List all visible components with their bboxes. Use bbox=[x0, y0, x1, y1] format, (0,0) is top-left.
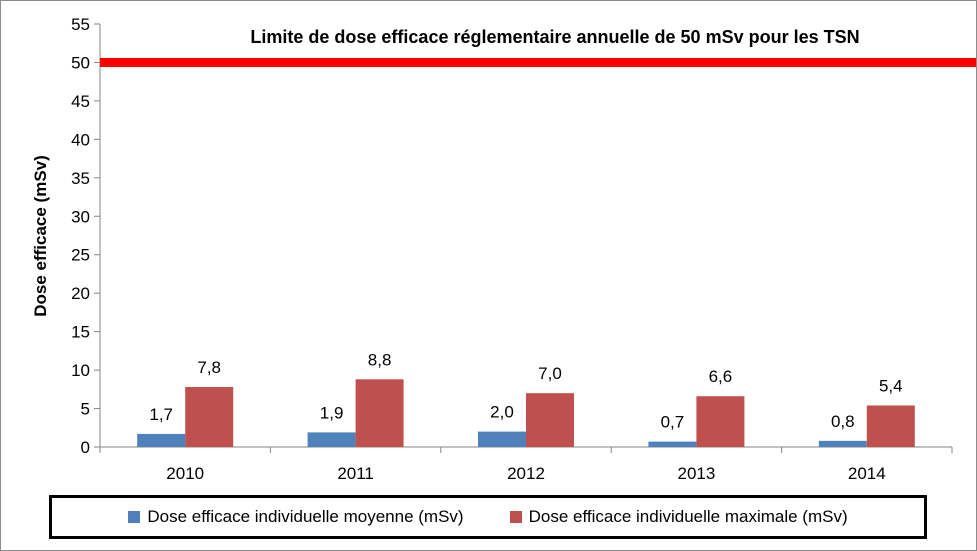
legend-item-maximale: Dose efficace individuelle maximale (mSv… bbox=[509, 507, 848, 527]
y-tick-label: 25 bbox=[71, 246, 90, 265]
data-label: 1,7 bbox=[149, 405, 173, 424]
bar-moyenne bbox=[307, 432, 356, 447]
x-tick-label: 2014 bbox=[848, 464, 886, 483]
x-tick-label: 2011 bbox=[337, 464, 374, 483]
bar-moyenne bbox=[137, 433, 186, 447]
data-label: 7,8 bbox=[197, 358, 221, 377]
y-tick-label: 50 bbox=[71, 53, 90, 72]
legend-item-moyenne: Dose efficace individuelle moyenne (mSv) bbox=[128, 507, 464, 527]
bar-maximale bbox=[696, 396, 745, 447]
bar-maximale bbox=[355, 379, 404, 447]
legend-label-moyenne: Dose efficace individuelle moyenne (mSv) bbox=[147, 507, 464, 526]
bar-maximale bbox=[866, 405, 915, 447]
y-tick-label: 15 bbox=[71, 323, 90, 342]
data-label: 1,9 bbox=[320, 403, 344, 422]
bar-maximale bbox=[185, 387, 234, 447]
bar-moyenne bbox=[478, 431, 526, 447]
x-tick-label: 2010 bbox=[166, 464, 204, 483]
y-tick-label: 10 bbox=[71, 361, 90, 380]
y-tick-label: 55 bbox=[71, 15, 90, 34]
legend-swatch-maximale bbox=[509, 511, 522, 523]
x-tick-label: 2013 bbox=[677, 464, 715, 483]
y-axis-label: Dose efficace (mSv) bbox=[31, 155, 50, 317]
data-label: 7,0 bbox=[538, 364, 562, 383]
data-label: 0,8 bbox=[831, 412, 855, 431]
data-label: 8,8 bbox=[368, 350, 392, 369]
data-label: 5,4 bbox=[879, 376, 903, 395]
data-label: 0,7 bbox=[661, 413, 685, 432]
data-label: 2,0 bbox=[490, 403, 514, 422]
y-tick-label: 5 bbox=[81, 400, 90, 419]
legend: Dose efficace individuelle moyenne (mSv)… bbox=[49, 495, 927, 539]
x-tick-label: 2012 bbox=[507, 464, 545, 483]
legend-swatch-moyenne bbox=[128, 511, 141, 523]
data-label: 6,6 bbox=[709, 367, 733, 386]
y-tick-label: 40 bbox=[71, 130, 90, 149]
bar-maximale bbox=[526, 393, 574, 447]
bar-moyenne bbox=[648, 441, 697, 447]
legend-label-maximale: Dose efficace individuelle maximale (mSv… bbox=[528, 507, 848, 526]
y-tick-label: 35 bbox=[71, 169, 90, 188]
reference-line-label: Limite de dose efficace réglementaire an… bbox=[250, 27, 859, 47]
y-tick-label: 30 bbox=[71, 207, 90, 226]
y-tick-label: 45 bbox=[71, 92, 90, 111]
y-tick-label: 0 bbox=[81, 438, 90, 457]
bar-moyenne bbox=[818, 440, 867, 447]
y-tick-label: 20 bbox=[71, 284, 90, 303]
